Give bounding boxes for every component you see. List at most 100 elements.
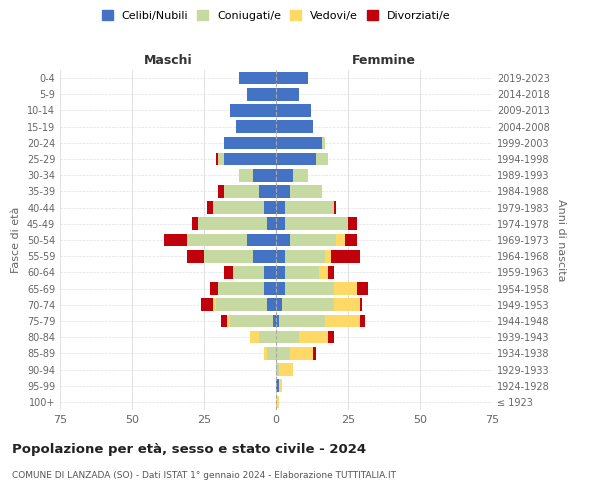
Bar: [276, 380, 279, 392]
Bar: [325, 250, 331, 262]
Bar: [276, 136, 322, 149]
Bar: [265, 347, 268, 360]
Bar: [293, 169, 308, 181]
Bar: [201, 298, 212, 311]
Bar: [164, 234, 187, 246]
Bar: [276, 363, 279, 376]
Bar: [215, 152, 218, 166]
Bar: [276, 266, 284, 278]
Bar: [290, 185, 322, 198]
Bar: [276, 218, 284, 230]
Bar: [218, 282, 265, 295]
Bar: [239, 169, 253, 181]
Bar: [348, 218, 356, 230]
Bar: [284, 218, 348, 230]
Y-axis label: Anni di nascita: Anni di nascita: [556, 198, 566, 281]
Bar: [218, 152, 224, 166]
Bar: [313, 347, 316, 360]
Bar: [193, 218, 198, 230]
Bar: [299, 331, 328, 344]
Bar: [331, 250, 359, 262]
Bar: [227, 314, 230, 328]
Bar: [265, 202, 276, 214]
Bar: [198, 218, 268, 230]
Bar: [334, 298, 359, 311]
Bar: [265, 282, 276, 295]
Bar: [210, 282, 218, 295]
Bar: [212, 202, 265, 214]
Bar: [276, 169, 293, 181]
Legend: Celibi/Nubili, Coniugati/e, Vedovi/e, Divorziati/e: Celibi/Nubili, Coniugati/e, Vedovi/e, Di…: [100, 8, 452, 23]
Bar: [224, 136, 276, 149]
Bar: [273, 314, 276, 328]
Bar: [268, 347, 276, 360]
Bar: [284, 250, 325, 262]
Bar: [212, 298, 215, 311]
Bar: [276, 282, 284, 295]
Bar: [253, 250, 276, 262]
Bar: [276, 185, 290, 198]
Bar: [268, 298, 276, 311]
Bar: [322, 136, 325, 149]
Bar: [284, 202, 334, 214]
Bar: [325, 314, 359, 328]
Bar: [276, 202, 284, 214]
Bar: [334, 202, 337, 214]
Bar: [359, 314, 365, 328]
Bar: [215, 298, 268, 311]
Bar: [204, 250, 253, 262]
Bar: [276, 298, 282, 311]
Bar: [319, 266, 328, 278]
Bar: [276, 250, 284, 262]
Bar: [290, 234, 337, 246]
Bar: [224, 185, 259, 198]
Bar: [276, 88, 299, 101]
Bar: [276, 120, 313, 133]
Bar: [282, 298, 334, 311]
Bar: [276, 314, 279, 328]
Y-axis label: Fasce di età: Fasce di età: [11, 207, 21, 273]
Bar: [276, 331, 299, 344]
Text: COMUNE DI LANZADA (SO) - Dati ISTAT 1° gennaio 2024 - Elaborazione TUTTITALIA.IT: COMUNE DI LANZADA (SO) - Dati ISTAT 1° g…: [12, 471, 396, 480]
Bar: [230, 104, 276, 117]
Bar: [276, 104, 311, 117]
Bar: [284, 266, 319, 278]
Bar: [259, 331, 276, 344]
Bar: [328, 331, 334, 344]
Bar: [284, 282, 334, 295]
Bar: [328, 266, 334, 278]
Bar: [276, 72, 308, 85]
Bar: [276, 347, 290, 360]
Bar: [356, 282, 368, 295]
Bar: [337, 234, 345, 246]
Bar: [276, 396, 279, 408]
Bar: [187, 234, 247, 246]
Bar: [279, 314, 325, 328]
Text: Maschi: Maschi: [143, 54, 193, 67]
Bar: [268, 218, 276, 230]
Bar: [221, 314, 227, 328]
Bar: [236, 120, 276, 133]
Bar: [239, 72, 276, 85]
Bar: [316, 152, 328, 166]
Bar: [359, 298, 362, 311]
Bar: [279, 363, 293, 376]
Bar: [250, 331, 259, 344]
Bar: [279, 380, 282, 392]
Bar: [233, 266, 265, 278]
Bar: [265, 266, 276, 278]
Bar: [276, 234, 290, 246]
Bar: [224, 152, 276, 166]
Bar: [290, 347, 313, 360]
Bar: [334, 282, 356, 295]
Bar: [253, 169, 276, 181]
Bar: [224, 266, 233, 278]
Text: Femmine: Femmine: [352, 54, 416, 67]
Bar: [247, 88, 276, 101]
Bar: [276, 152, 316, 166]
Bar: [345, 234, 356, 246]
Bar: [187, 250, 204, 262]
Text: Popolazione per età, sesso e stato civile - 2024: Popolazione per età, sesso e stato civil…: [12, 442, 366, 456]
Bar: [259, 185, 276, 198]
Bar: [207, 202, 212, 214]
